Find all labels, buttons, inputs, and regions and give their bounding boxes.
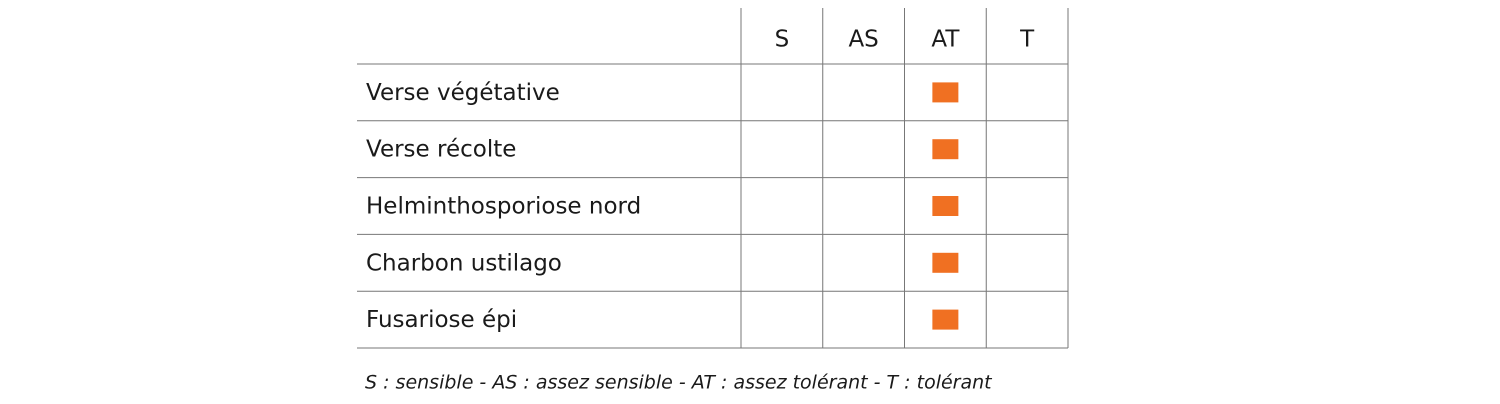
rating-mark [932,252,959,273]
row-label: Verse récolte [366,137,516,163]
column-header: AT [931,27,960,53]
row-label: Verse végétative [366,80,560,106]
column-header: T [1019,27,1035,53]
rating-mark [932,309,959,330]
rating-mark [932,139,959,160]
footnote: S : sensible - AS : assez sensible - AT … [365,372,993,394]
rating-mark [932,196,959,216]
row-label: Fusariose épi [366,307,517,333]
column-header: S [775,27,790,53]
row-label: Charbon ustilago [366,250,562,276]
row-label: Helminthosporiose nord [366,194,641,220]
rating-mark [932,82,959,103]
column-header: AS [848,27,878,53]
